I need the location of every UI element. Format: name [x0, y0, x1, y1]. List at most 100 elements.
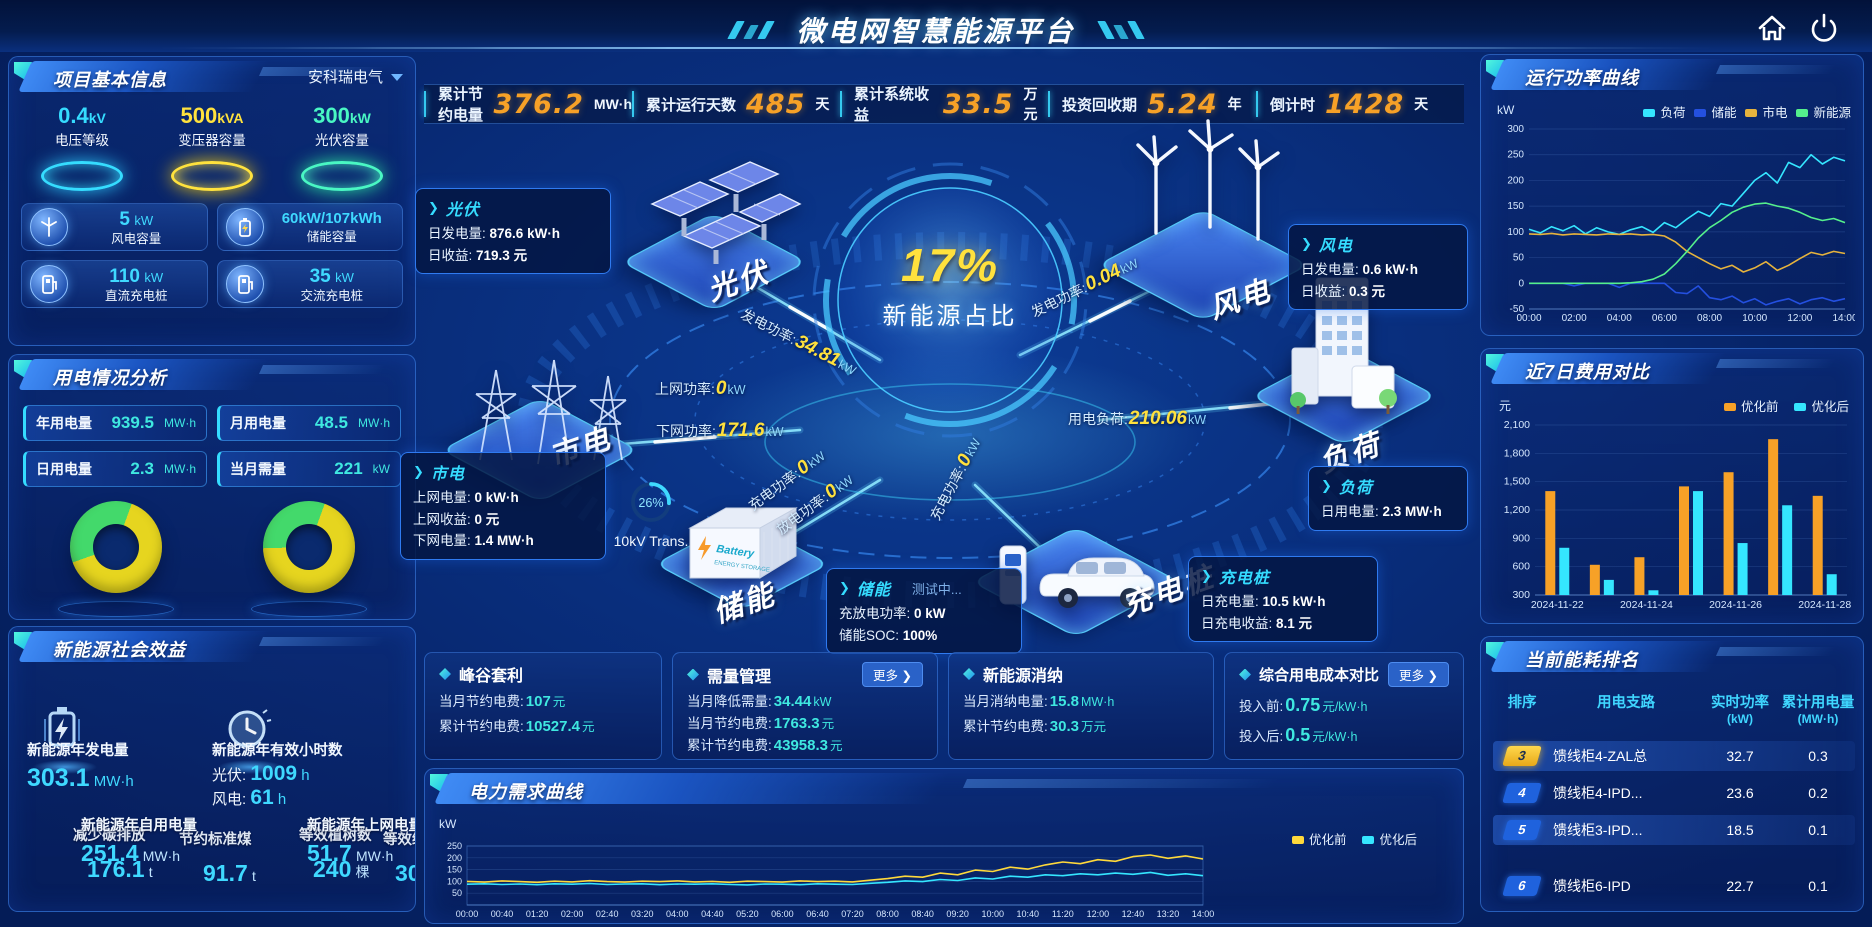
svg-text:00:00: 00:00 [1516, 313, 1541, 324]
chevron-right-icon: ❯ [839, 580, 850, 595]
kpi-payback-period: 投资回收期 5.24 年 [1048, 89, 1256, 119]
svg-text:2024-11-28: 2024-11-28 [1798, 599, 1851, 611]
svg-text:09:20: 09:20 [946, 909, 969, 919]
svg-text:14:00: 14:00 [1832, 313, 1855, 324]
home-icon[interactable] [1756, 12, 1788, 44]
center-orb [837, 187, 1063, 413]
svg-text:12:00: 12:00 [1787, 313, 1812, 324]
panel-project-header: 项目基本信息 安科瑞电气 [9, 57, 415, 97]
svg-text:0: 0 [1518, 278, 1524, 289]
power-icon[interactable] [1808, 12, 1840, 44]
svg-text:900: 900 [1512, 532, 1530, 544]
company-dropdown-value: 安科瑞电气 [307, 69, 383, 86]
card-demand-management: 需量管理 更多 ❯ 当月降低需量: 34.44 kW 当月节约电费: 1763.3 元 … [672, 652, 938, 760]
kpi-saved-energy: 累计节约电量 376.2 MW·h [424, 86, 632, 124]
clock-icon [218, 701, 282, 774]
svg-text:04:40: 04:40 [701, 909, 724, 919]
svg-text:07:20: 07:20 [841, 909, 864, 919]
table-row: 6 馈线柜6-IPD 22.7 0.1 [1493, 871, 1855, 901]
stat-storage-capacity: 60kW/107kWh 储能容量 [216, 203, 403, 252]
panel-benefits-header: 新能源社会效益 [9, 627, 415, 667]
battery-bolt-icon [33, 701, 97, 774]
self-use-label: 新能源年自用电量 [81, 818, 197, 834]
wind-info-box: ❯ 风电 日发电量: 0.6 kW·h 日收益: 0.3 元 [1288, 224, 1468, 311]
table-row: 5 馈线柜3-IPD... 18.5 0.1 [1493, 815, 1855, 845]
storage-platform [654, 517, 830, 611]
battery-icon [225, 208, 264, 247]
cost-chart-legend: 优化前 优化后 [1723, 396, 1849, 415]
title-right-decoration [1096, 21, 1145, 39]
tree-label: 等效植树数 [299, 828, 372, 844]
grid-info-box: ❯ 市电 上网电量: 0 kW·h 上网收益: 0 元 下网电量: 1.4 MW·… [400, 452, 606, 560]
more-button[interactable]: 更多 ❯ [1388, 662, 1449, 687]
transformer-load-gauge: 26% 10kV Trans. [596, 478, 706, 549]
svg-text:10:40: 10:40 [1016, 909, 1039, 919]
svg-text:300: 300 [1507, 124, 1524, 135]
benefit-overlapping-stats: 减少碳排放 节约标准煤 新能源年自用电量 176.1 t 91.7 t 251.… [27, 810, 415, 906]
stat-year-usage: 年用电量 939.5 MW·h [23, 405, 207, 441]
panel-project-info: 项目基本信息 安科瑞电气 0.4kV 电压等级 500kVA 变压器容量 300… [8, 56, 416, 346]
more-button[interactable]: 更多 ❯ [862, 662, 923, 687]
panel-title: 用电情况分析 [53, 368, 167, 388]
pv-info-box: ❯ 光伏 日发电量: 876.6 kW·h 日收益: 719.3 元 [415, 188, 611, 275]
stat-dc-charger: 110 kW 直流充电桩 [21, 260, 208, 309]
chevron-right-icon: ❯ [413, 464, 424, 479]
glow-ring [171, 161, 253, 192]
stat-day-usage: 日用电量 2.3 MW·h [23, 451, 207, 487]
panel-power-curve: 运行功率曲线 kW 负荷 储能 市电 新能源 300 250 200 150 100 50… [1480, 54, 1864, 336]
wind-turbine-icon [30, 208, 68, 247]
chevron-right-icon: ❯ [1201, 568, 1212, 583]
feed-in-value: 51.7 [307, 840, 352, 866]
svg-text:08:00: 08:00 [1697, 313, 1722, 324]
panel-cost-comparison: 近7日费用对比 元 优化前 优化后 2,100 1,800 1,500 1,200 90… [1480, 348, 1864, 624]
diamond-icon [439, 668, 451, 680]
flow-draw-down-power: 下网功率:171.6kW [656, 420, 784, 441]
self-use-value: 251.4 [81, 840, 139, 866]
svg-text:250: 250 [1507, 150, 1524, 161]
company-dropdown[interactable]: 安科瑞电气 [308, 66, 403, 87]
rank-badge: 5 [1502, 820, 1542, 840]
svg-text:00:40: 00:40 [491, 909, 514, 919]
svg-text:05:20: 05:20 [736, 909, 759, 919]
svg-text:200: 200 [447, 853, 462, 863]
svg-text:1,500: 1,500 [1504, 476, 1530, 488]
flow-ev-charge: 充电功率:0kW [926, 436, 984, 523]
feed-in-label: 新能源年上网电量 [307, 818, 416, 834]
rank-badge: 3 [1502, 746, 1542, 766]
svg-text:2024-11-26: 2024-11-26 [1709, 599, 1762, 611]
title-left-decoration [727, 21, 776, 39]
diamond-icon [963, 668, 975, 680]
ranking-table-header: 排序 用电支路 实时功率 (kW) 累计用电量 (MW·h) [1507, 695, 1855, 726]
donut-month-mix [57, 501, 174, 617]
card-cost-comparison: 综合用电成本对比 更多 ❯ 投入前: 0.75 元/kW·h 投入后: 0.5 元/kW… [1224, 652, 1464, 760]
panel-power-header: 运行功率曲线 [1481, 55, 1863, 95]
svg-text:14:00: 14:00 [1192, 909, 1215, 919]
panel-title: 当前能耗排名 [1525, 650, 1639, 670]
rank-badge: 6 [1502, 876, 1542, 896]
panel-title: 近7日费用对比 [1525, 362, 1651, 382]
table-row: 4 馈线柜4-IPD... 23.6 0.2 [1493, 778, 1855, 808]
tree-value: 240 [313, 856, 352, 882]
svg-text:12:00: 12:00 [1087, 909, 1110, 919]
top-header-bar: 微电网智慧能源平台 [0, 0, 1872, 52]
flow-pv-generation: 发电功率:34.81kW [738, 305, 859, 379]
kpi-run-days: 累计运行天数 485 天 [632, 89, 840, 119]
panel-cost-header: 近7日费用对比 [1481, 349, 1863, 389]
svg-text:250: 250 [447, 841, 462, 851]
chevron-right-icon: ❯ [428, 200, 439, 215]
panel-title: 运行功率曲线 [1525, 68, 1639, 88]
ac-charger-icon [225, 265, 264, 304]
rank-badge: 4 [1502, 783, 1542, 803]
panel-renewable-benefits: 新能源社会效益 新能源年发电量 303.1 MW·h 新能源年有效小时数 光伏:… [8, 626, 416, 912]
flow-wind-generation: 发电功率:0.04kW [1028, 256, 1141, 321]
stat-month-usage: 月用电量 48.5 MW·h [217, 405, 401, 441]
chevron-right-icon: ❯ [1301, 236, 1312, 251]
kpi-total-income: 累计系统收益 33.5 万元 [840, 86, 1048, 124]
kpi-countdown: 倒计时 1428 天 [1256, 89, 1464, 119]
svg-text:100: 100 [447, 876, 462, 886]
svg-text:-50: -50 [1510, 304, 1525, 315]
donut-year-mix [250, 501, 367, 617]
panel-title: 项目基本信息 [53, 70, 167, 90]
